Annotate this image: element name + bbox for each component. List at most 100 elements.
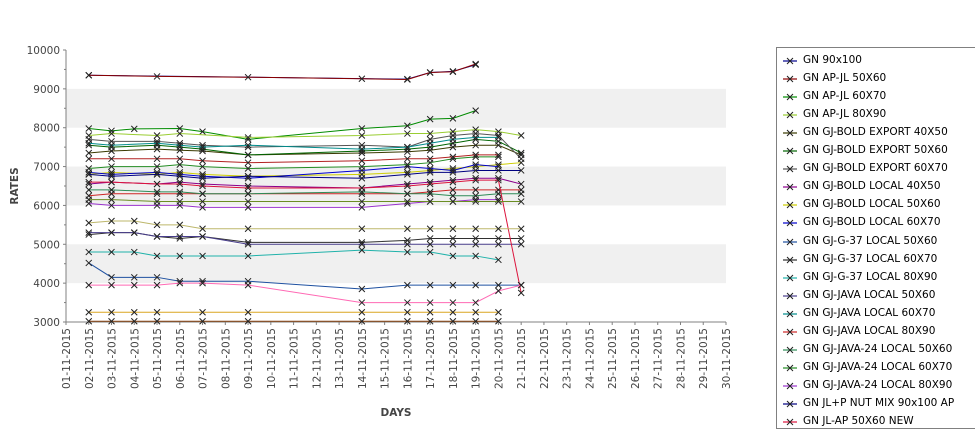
- data-point-marker: [244, 281, 252, 289]
- legend-label: GN GJ-JAVA-24 LOCAL 50X60: [803, 342, 953, 355]
- data-point-marker: [108, 130, 115, 137]
- data-point-marker: [85, 196, 93, 203]
- data-point-marker: [426, 240, 434, 248]
- series-26: [85, 196, 525, 205]
- data-point-marker: [358, 132, 366, 139]
- legend-item: GN GJ-JAVA LOCAL 60X70: [777, 305, 975, 323]
- data-point-marker: [85, 178, 93, 186]
- data-point-marker: [130, 317, 138, 325]
- legend-item: GN GJ-G-37 LOCAL 60X70: [777, 251, 975, 269]
- data-point-marker: [358, 184, 366, 192]
- y-tick-label: 7000: [33, 162, 60, 174]
- series-line: [88, 232, 522, 245]
- legend-item: GN 90x100: [777, 52, 975, 70]
- legend-item: GN GJ-G-37 LOCAL 80X90: [777, 269, 975, 287]
- data-point-marker: [153, 252, 161, 260]
- data-point-marker: [153, 308, 161, 316]
- x-tick-label: 10-11-2015: [266, 328, 278, 389]
- data-point-marker: [176, 130, 184, 137]
- data-point-marker: [449, 186, 457, 194]
- data-point-marker: [153, 163, 161, 170]
- data-point-marker: [358, 246, 366, 254]
- x-tick-label: 05-11-2015: [152, 328, 164, 389]
- legend-swatch: [783, 346, 797, 354]
- data-point-marker: [244, 240, 252, 248]
- data-point-marker: [244, 159, 252, 167]
- data-point-marker: [244, 141, 252, 149]
- data-point-marker: [449, 299, 457, 306]
- series-line: [88, 136, 499, 150]
- legend-marker: [786, 418, 794, 426]
- data-point-marker: [244, 204, 252, 211]
- data-point-marker: [404, 155, 411, 163]
- data-point-marker: [517, 240, 525, 248]
- data-point-marker: [426, 248, 434, 256]
- legend-marker: [786, 238, 794, 245]
- data-point-marker: [495, 176, 502, 184]
- data-point-marker: [85, 71, 93, 79]
- data-point-marker: [176, 125, 184, 132]
- data-point-marker: [358, 308, 366, 316]
- data-point-marker: [244, 151, 252, 159]
- data-point-marker: [199, 157, 206, 165]
- data-point-marker: [85, 170, 93, 178]
- data-point-marker: [108, 127, 115, 135]
- legend-label: GN GJ-BOLD LOCAL 60X70: [803, 216, 941, 229]
- data-point-marker: [472, 198, 480, 205]
- data-point-marker: [199, 204, 206, 211]
- data-point-marker: [404, 190, 411, 198]
- x-tick-label: 03-11-2015: [107, 328, 119, 389]
- data-point-marker: [153, 132, 161, 139]
- legend-swatch: [783, 57, 797, 65]
- data-point-marker: [495, 256, 502, 264]
- legend-item: GN GJ-BOLD LOCAL 50X60: [777, 196, 975, 214]
- x-tick-label: 24-11-2015: [584, 328, 596, 389]
- grid-band: [66, 244, 726, 284]
- x-tick-label: 12-11-2015: [311, 328, 323, 389]
- legend-label: GN GJ-JAVA-24 LOCAL 80X90: [803, 378, 953, 391]
- data-point-marker: [449, 281, 457, 289]
- legend-swatch: [783, 256, 797, 263]
- legend-item: GN GJ-BOLD LOCAL 40X50: [777, 178, 975, 196]
- series-line: [88, 262, 522, 290]
- data-point-marker: [404, 122, 411, 130]
- data-point-marker: [244, 134, 252, 141]
- y-tick-label: 5000: [33, 239, 60, 251]
- x-tick-label: 08-11-2015: [220, 328, 232, 389]
- data-point-marker: [426, 115, 434, 123]
- data-point-marker: [472, 235, 480, 242]
- data-point-marker: [404, 170, 411, 178]
- data-point-marker: [404, 76, 411, 83]
- data-point-marker: [358, 225, 366, 233]
- legend-swatch: [783, 328, 797, 336]
- data-point-marker: [449, 308, 457, 316]
- series-line: [88, 154, 499, 164]
- x-tick-label: 26-11-2015: [630, 328, 642, 389]
- legend-marker: [786, 382, 794, 390]
- y-tick-label: 9000: [33, 84, 60, 96]
- x-tick-label: 16-11-2015: [402, 328, 414, 389]
- data-point-marker: [495, 287, 502, 295]
- data-point-marker: [244, 308, 252, 316]
- data-point-marker: [449, 68, 457, 76]
- data-point-marker: [358, 198, 366, 205]
- legend-item: GN GJ-BOLD EXPORT 50X60: [777, 142, 975, 160]
- data-point-marker: [472, 61, 480, 69]
- data-point-marker: [85, 229, 93, 236]
- y-tick-label: 10000: [27, 45, 60, 57]
- data-point-marker: [358, 157, 366, 165]
- data-point-marker: [176, 180, 184, 188]
- data-point-marker: [449, 136, 457, 143]
- data-point-marker: [426, 169, 434, 176]
- data-point-marker: [176, 141, 184, 149]
- legend-label: GN AP-JL 60X70: [803, 90, 887, 103]
- data-point-marker: [472, 167, 480, 174]
- data-point-marker: [358, 299, 366, 306]
- data-point-marker: [404, 182, 411, 190]
- data-point-marker: [495, 134, 502, 141]
- data-point-marker: [108, 229, 115, 236]
- x-tick-label: 09-11-2015: [243, 328, 255, 389]
- data-point-marker: [244, 165, 252, 172]
- x-tick-label: 11-11-2015: [289, 328, 301, 389]
- x-tick-label: 20-11-2015: [493, 328, 505, 389]
